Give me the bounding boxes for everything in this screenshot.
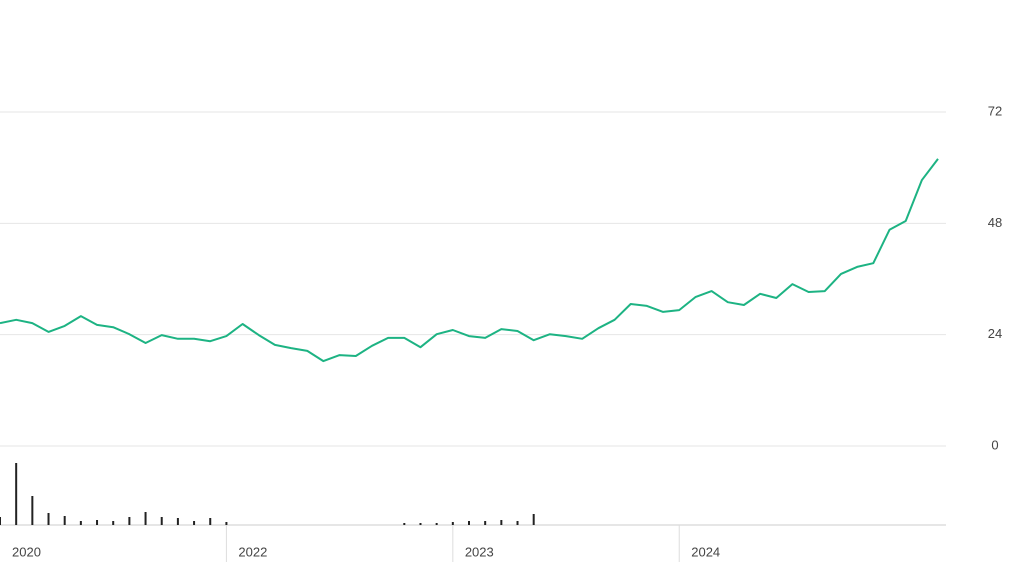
volume-bar <box>79 521 82 525</box>
y-tick-label: 48 <box>988 215 1002 230</box>
x-tick-label: 2022 <box>238 544 267 559</box>
price-line <box>0 158 939 363</box>
volume-bar <box>176 518 179 525</box>
volume-bar <box>47 513 50 525</box>
volume-bar <box>500 520 503 525</box>
volume-bar <box>128 517 131 525</box>
volume-bar <box>15 463 18 525</box>
volume-bar <box>419 523 422 525</box>
volume-bar <box>468 521 470 525</box>
volume-bar <box>484 521 487 525</box>
volume-bar <box>435 523 438 525</box>
volume-bar <box>193 521 196 525</box>
volume-bar <box>144 512 147 525</box>
volume-bar <box>160 517 163 525</box>
y-tick-label: 0 <box>991 437 998 452</box>
y-tick-label: 24 <box>988 326 1002 341</box>
y-tick-label: 72 <box>988 103 1002 118</box>
volume-bar <box>451 522 454 525</box>
volume-bar <box>516 521 519 525</box>
x-tick-label: 2020 <box>12 544 41 559</box>
volume-bar <box>96 520 99 525</box>
volume-bar <box>225 522 228 525</box>
volume-bar <box>63 516 66 525</box>
volume-bar <box>112 521 115 525</box>
volume-bar <box>0 517 1 525</box>
volume-bar <box>31 496 34 525</box>
volume-bar <box>532 514 535 525</box>
x-tick-label: 2024 <box>691 544 720 559</box>
volume-bar <box>403 523 406 525</box>
volume-bar <box>209 518 212 525</box>
x-tick-label: 2023 <box>465 544 494 559</box>
